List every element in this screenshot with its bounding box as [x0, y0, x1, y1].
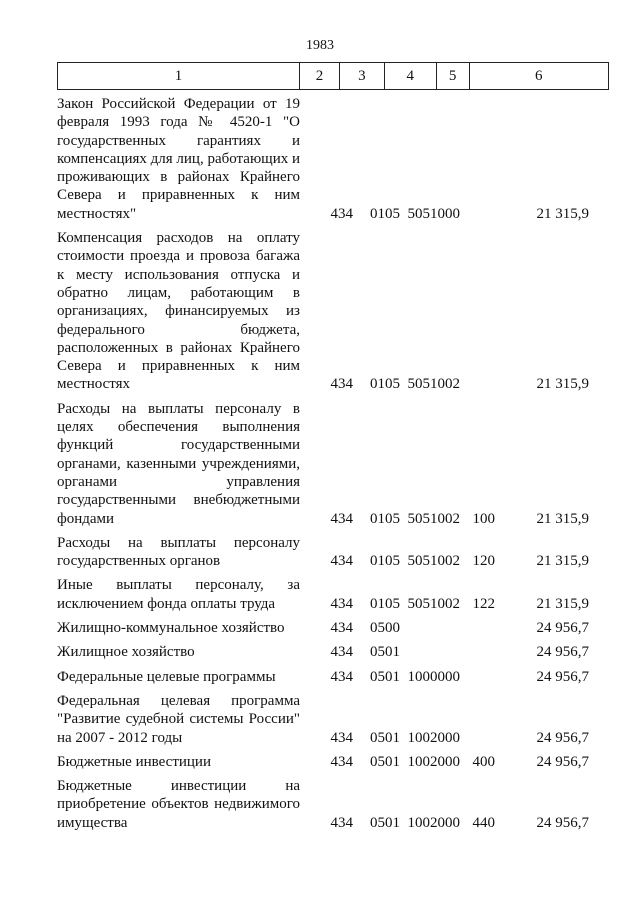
ministry-code: 434 [330, 553, 354, 570]
expense-type-code: 122 [472, 595, 496, 612]
target-article-code: 5051002 [407, 553, 461, 570]
ministry-code: 434 [330, 376, 354, 393]
row-description: Бюджетные инвестиции на приобретение объ… [57, 778, 300, 831]
row-description: Иные выплаты персоналу, за исключением ф… [57, 577, 300, 612]
amount: 21 315,9 [536, 595, 590, 612]
header-col-2: 2 [300, 63, 340, 89]
target-article-code: 1000000 [407, 668, 461, 685]
ministry-code: 434 [330, 729, 354, 746]
row-description: Расходы на выплаты персоналу в целях обе… [57, 400, 300, 527]
row-description: Закон Российской Федерации от 19 февраля… [57, 96, 301, 222]
section-code: 0501 [370, 729, 400, 746]
table-row: Жилищное хозяйство 434 0501 24 956,7 [57, 643, 617, 661]
table-row: Жилищно-коммунальное хозяйство 434 0500 24 … [57, 619, 617, 637]
target-article-code: 5051002 [407, 510, 461, 527]
expense-type-code: 120 [472, 553, 496, 570]
expense-type-code: 100 [472, 510, 496, 527]
section-code: 0105 [370, 510, 400, 527]
amount: 24 956,7 [536, 620, 590, 637]
page-number: 1983 [306, 38, 334, 53]
header-col-3: 3 [340, 63, 385, 89]
target-article-code: 5051002 [407, 595, 461, 612]
target-article-code: 1002000 [407, 814, 461, 831]
row-description: Расходы на выплаты персоналу государстве… [57, 534, 300, 570]
target-article-code: 1002000 [407, 753, 461, 770]
ministry-code: 434 [330, 644, 354, 661]
table-body: Закон Российской Федерации от 19 февраля… [57, 95, 617, 838]
table-header: 1 2 3 4 5 6 [57, 62, 609, 90]
section-code: 0105 [370, 376, 400, 393]
target-article-code: 5051002 [407, 376, 461, 393]
table-row: Компенсация расходов на оплату стоимости… [57, 229, 617, 394]
target-article-code: 1002000 [407, 729, 461, 746]
ministry-code: 434 [330, 814, 354, 831]
expense-type-code: 400 [472, 753, 496, 770]
row-description: Жилищное хозяйство [57, 644, 195, 661]
ministry-code: 434 [330, 753, 354, 770]
amount: 24 956,7 [536, 729, 590, 746]
amount: 21 315,9 [536, 553, 590, 570]
ministry-code: 434 [330, 510, 354, 527]
section-code: 0501 [370, 814, 400, 831]
row-description: Жилищно-коммунальное хозяйство [57, 620, 285, 637]
amount: 24 956,7 [536, 668, 590, 685]
ministry-code: 434 [330, 668, 354, 685]
header-col-5: 5 [437, 63, 470, 89]
header-col-6: 6 [535, 68, 543, 84]
ministry-code: 434 [330, 595, 354, 612]
table-row: Бюджетные инвестиции на приобретение объ… [57, 777, 617, 832]
table-row: Расходы на выплаты персоналу государстве… [57, 534, 617, 571]
section-code: 0501 [370, 644, 400, 661]
header-col-1: 1 [58, 63, 301, 89]
section-code: 0105 [370, 553, 400, 570]
amount: 24 956,7 [536, 644, 590, 661]
target-article-code: 5051000 [407, 205, 461, 222]
amount: 24 956,7 [536, 814, 590, 831]
section-code: 0501 [370, 668, 400, 685]
row-description: Бюджетные инвестиции [57, 753, 211, 770]
section-code: 0105 [370, 205, 400, 222]
section-code: 0105 [370, 595, 400, 612]
amount: 21 315,9 [536, 510, 590, 527]
table-row: Иные выплаты персоналу, за исключением ф… [57, 576, 617, 613]
section-code: 0500 [370, 620, 400, 637]
ministry-code: 434 [330, 205, 354, 222]
table-row: Расходы на выплаты персоналу в целях обе… [57, 400, 617, 528]
amount: 24 956,7 [536, 753, 590, 770]
expense-type-code: 440 [472, 814, 496, 831]
row-description: Федеральная целевая программа "Развитие … [57, 692, 300, 746]
ministry-code: 434 [330, 620, 354, 637]
row-description: Компенсация расходов на оплату стоимости… [57, 230, 300, 393]
table-row: Бюджетные инвестиции 434 0501 1002000 400 24 … [57, 753, 617, 771]
amount: 21 315,9 [536, 376, 590, 393]
table-row: Федеральные целевые программы 434 0501 1000… [57, 668, 617, 686]
table-row: Федеральная целевая программа "Развитие … [57, 692, 617, 747]
table-row: Закон Российской Федерации от 19 февраля… [57, 95, 617, 223]
row-description: Федеральные целевые программы [57, 668, 276, 685]
header-col-4: 4 [385, 63, 437, 89]
amount: 21 315,9 [536, 205, 590, 222]
section-code: 0501 [370, 753, 400, 770]
